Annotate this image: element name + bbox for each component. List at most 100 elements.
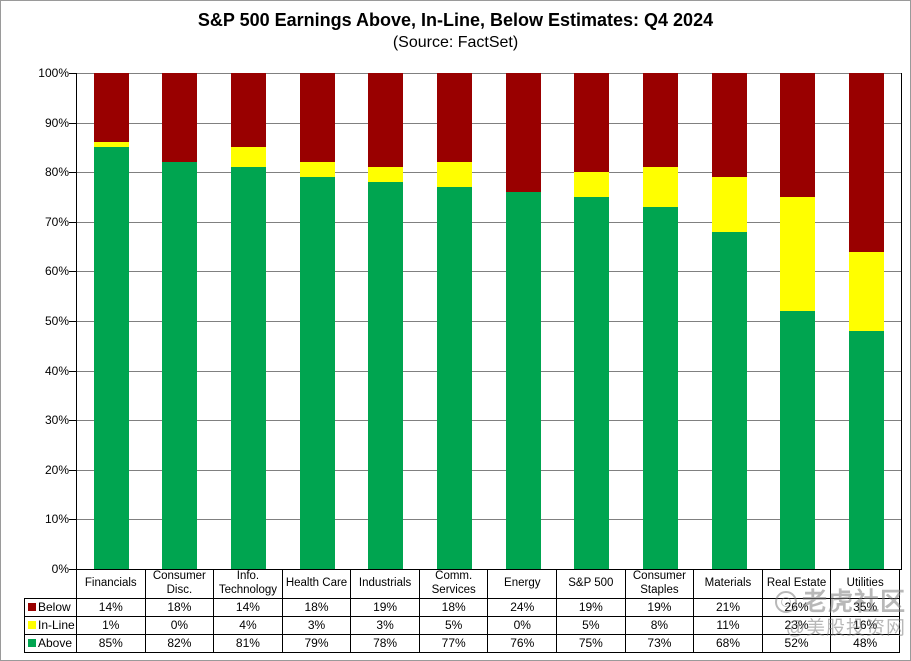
value-cell: 35% [830, 598, 900, 617]
data-table: Financials Consumer Disc. Info. Technology… [24, 569, 900, 653]
value-cell: 77% [418, 634, 489, 653]
segment-inline [574, 172, 610, 197]
segment-below [711, 73, 747, 178]
value-cell: 26% [761, 598, 832, 617]
category-header-cell: Info. Technology [213, 569, 283, 599]
legend-cell-in-line: In-Line [24, 616, 77, 635]
y-axis-label: 40% [44, 364, 69, 378]
gridline [77, 519, 901, 520]
segment-inline [437, 162, 473, 188]
segment-below [780, 73, 816, 197]
y-axis-tick [69, 271, 76, 272]
stacked-bar-utilities [849, 73, 885, 569]
y-axis-label: 80% [44, 165, 69, 179]
value-cell: 0% [487, 616, 558, 635]
segment-below [505, 73, 541, 193]
value-cell: 68% [693, 634, 763, 653]
value-cell: 1% [76, 616, 146, 635]
y-axis-tick [69, 470, 76, 471]
gridline [77, 271, 901, 272]
bar-slot [420, 73, 489, 569]
y-axis-tick [69, 172, 76, 173]
chart-title: S&P 500 Earnings Above, In-Line, Below E… [197, 10, 714, 30]
y-axis-label: 60% [44, 264, 69, 278]
gridline [77, 222, 901, 223]
stacked-bar-industrials [368, 73, 404, 569]
segment-inline [780, 197, 816, 312]
bar-slot [214, 73, 283, 569]
category-header-cell: Industrials [350, 569, 420, 599]
y-axis-tick [69, 123, 76, 124]
segment-below [368, 73, 404, 168]
value-cell: 85% [76, 634, 146, 653]
segment-below [574, 73, 610, 173]
gridline [77, 123, 901, 124]
legend-cell-below: Below [24, 598, 77, 617]
value-cell: 14% [213, 598, 283, 617]
gridline [77, 172, 901, 173]
category-header-cell: Consumer Staples [624, 569, 695, 599]
value-cell: 73% [624, 634, 695, 653]
stacked-bar-financials [93, 73, 129, 569]
table-row-above: Above 85% 82% 81% 79% 78% 77% 76% 75% 73% 68% 52% 48… [24, 634, 900, 653]
y-axis-label: 90% [44, 116, 69, 130]
category-header-cell: Financials [76, 569, 146, 599]
value-cell: 19% [556, 598, 626, 617]
gridline [77, 371, 901, 372]
segment-above [162, 162, 198, 569]
segment-above [849, 330, 885, 569]
bar-slot [558, 73, 627, 569]
legend-label: Below [38, 600, 71, 615]
stacked-bar-materials [711, 73, 747, 569]
segment-inline [299, 162, 335, 178]
value-cell: 3% [281, 616, 352, 635]
segment-below [849, 73, 885, 252]
bar-slot [283, 73, 352, 569]
stacked-bar-info-technology [231, 73, 267, 569]
value-cell: 4% [213, 616, 283, 635]
category-header-cell: Energy [487, 569, 558, 599]
value-cell: 5% [556, 616, 626, 635]
segment-inline [93, 142, 129, 148]
legend-label: In-Line [38, 618, 75, 633]
gridline [77, 321, 901, 322]
category-header-cell: Consumer Disc. [144, 569, 215, 599]
stacked-bar-comm-services [437, 73, 473, 569]
table-header-row: Financials Consumer Disc. Info. Technology… [25, 569, 900, 599]
category-header-cell: S&P 500 [556, 569, 626, 599]
y-axis-tick [69, 371, 76, 372]
value-cell: 75% [556, 634, 626, 653]
value-cell: 52% [761, 634, 832, 653]
y-axis-label: 0% [51, 562, 69, 576]
stacked-bar-consumer-disc- [162, 73, 198, 569]
segment-inline [711, 177, 747, 232]
segment-inline [368, 167, 404, 183]
y-axis-tick [69, 519, 76, 520]
stacked-bar-consumer-staples [643, 73, 679, 569]
segment-above [505, 192, 541, 569]
segment-above [574, 197, 610, 569]
y-axis-tick [69, 222, 76, 223]
segment-below [299, 73, 335, 163]
value-cell: 0% [144, 616, 215, 635]
value-cell: 18% [418, 598, 489, 617]
value-cell: 76% [487, 634, 558, 653]
segment-above [299, 177, 335, 569]
value-cell: 18% [281, 598, 352, 617]
bar-slot [352, 73, 421, 569]
value-cell: 19% [350, 598, 420, 617]
value-cell: 18% [144, 598, 215, 617]
stacked-bar-energy [505, 73, 541, 569]
value-cell: 8% [624, 616, 695, 635]
stacked-bar-s-p-500 [574, 73, 610, 569]
y-axis-tick [69, 420, 76, 421]
segment-above [231, 167, 267, 569]
category-header-cell: Health Care [281, 569, 352, 599]
y-axis-label: 10% [44, 512, 69, 526]
segment-above [93, 147, 129, 569]
bar-slot [626, 73, 695, 569]
y-axis-label: 100% [38, 66, 69, 80]
segment-inline [231, 147, 267, 168]
y-axis-label: 30% [44, 413, 69, 427]
